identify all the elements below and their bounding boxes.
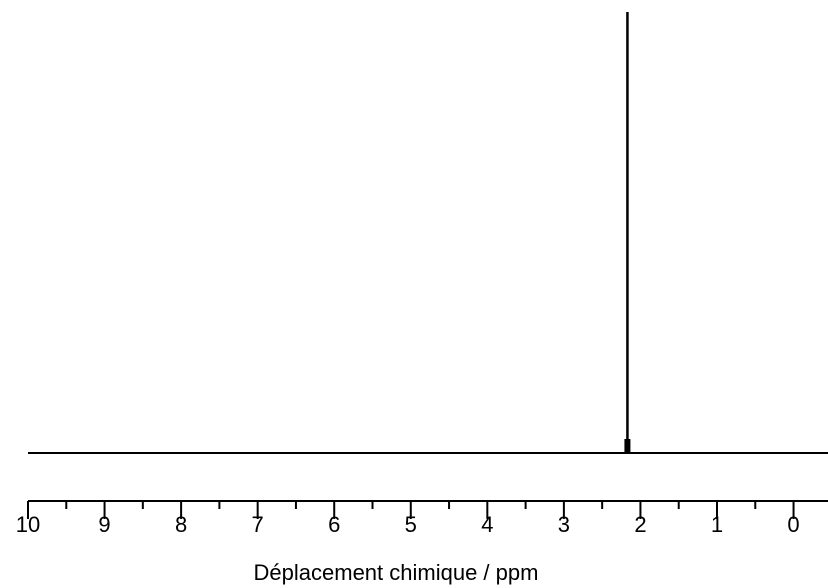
x-tick-label: 6 [328, 512, 340, 537]
x-tick-label: 4 [481, 512, 493, 537]
x-tick-label: 1 [711, 512, 723, 537]
spectrum-layer [28, 12, 828, 454]
x-tick-label: 9 [98, 512, 110, 537]
x-axis: 10 9 8 7 6 5 4 3 2 1 0 Déplacement chimique / ppm [16, 500, 828, 585]
x-axis-ticks: 10 9 8 7 6 5 4 3 2 1 0 [16, 501, 800, 537]
x-tick-label: 3 [558, 512, 570, 537]
x-tick-label: 0 [787, 512, 799, 537]
x-axis-title: Déplacement chimique / ppm [254, 560, 539, 585]
x-tick-label: 7 [252, 512, 264, 537]
x-tick-label: 2 [634, 512, 646, 537]
x-tick-label: 5 [405, 512, 417, 537]
x-tick-label: 10 [16, 512, 40, 537]
spectrum-peak-base [624, 439, 631, 453]
x-tick-label: 8 [175, 512, 187, 537]
